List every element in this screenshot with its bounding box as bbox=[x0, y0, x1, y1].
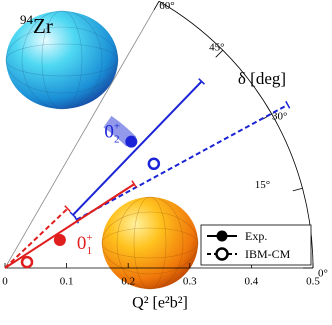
state-base: 0 bbox=[104, 122, 114, 143]
angle-tick-label: 30° bbox=[272, 111, 287, 123]
error-cap bbox=[198, 78, 206, 85]
angle-tick bbox=[292, 187, 303, 192]
state-sup: + bbox=[86, 232, 92, 244]
oblate-shape bbox=[101, 196, 199, 290]
error-cap bbox=[73, 215, 80, 224]
angle-tick-label: 45° bbox=[209, 42, 224, 54]
angle-tick bbox=[153, 1, 160, 11]
legend-label: IBM-CM bbox=[245, 247, 291, 261]
x-tick-label: 0.5 bbox=[306, 276, 320, 288]
state-sup: + bbox=[114, 120, 120, 132]
angle-tick-label: 15° bbox=[255, 179, 270, 191]
error-cap bbox=[64, 205, 71, 213]
state-sub: 2 bbox=[114, 133, 120, 145]
state-label: 0+ 1 bbox=[77, 232, 93, 257]
legend-marker bbox=[215, 247, 229, 261]
prolate-shape bbox=[5, 10, 119, 110]
mass-number: 94 bbox=[20, 12, 34, 27]
element: Zr bbox=[33, 14, 53, 38]
error-bar bbox=[76, 103, 289, 221]
legend-marker bbox=[216, 230, 228, 242]
state-label: 0+ 2 bbox=[104, 120, 120, 145]
angle-tick bbox=[215, 49, 224, 58]
x-tick-label: 0.1 bbox=[60, 276, 74, 288]
state-sub: 1 bbox=[87, 245, 93, 257]
x-tick-label: 0 bbox=[2, 276, 8, 288]
x-tick-label: 0.4 bbox=[245, 276, 259, 288]
angle-axis-title: δ [deg] bbox=[238, 69, 286, 88]
x-axis-title: Q² [e²b²] bbox=[132, 295, 188, 312]
error-cap bbox=[131, 180, 137, 188]
nucleus-label: 94Zr bbox=[20, 12, 53, 38]
x-tick-label: 0.2 bbox=[121, 276, 135, 288]
edge-line bbox=[4, 1, 160, 269]
angle-tick-label: 60° bbox=[159, 0, 174, 12]
data-point bbox=[53, 234, 66, 247]
error-bar bbox=[4, 207, 69, 269]
legend-label: Exp. bbox=[245, 229, 267, 243]
state-base: 0 bbox=[77, 233, 87, 254]
data-point bbox=[125, 135, 138, 148]
angle-tick-label: 0° bbox=[318, 268, 328, 280]
data-point bbox=[147, 157, 161, 171]
x-tick-label: 0.3 bbox=[183, 276, 197, 288]
data-point bbox=[20, 255, 34, 269]
error-cap bbox=[285, 100, 291, 109]
error-bar bbox=[4, 183, 135, 269]
error-bar bbox=[72, 80, 203, 216]
